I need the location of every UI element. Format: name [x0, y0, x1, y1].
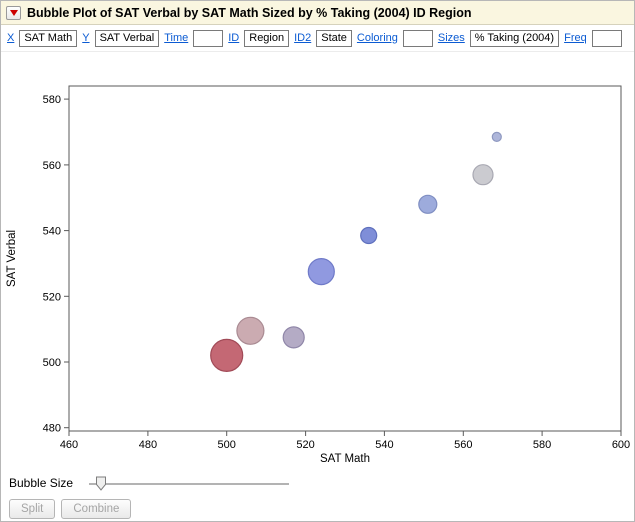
role-value-x[interactable]: SAT Math	[19, 29, 78, 47]
role-value-freq[interactable]	[591, 29, 622, 47]
role-value-y[interactable]: SAT Verbal	[94, 29, 160, 47]
x-tick-label: 520	[296, 439, 314, 451]
x-tick-label: 480	[139, 439, 157, 451]
x-tick-label: 560	[454, 439, 472, 451]
report-title: Bubble Plot of SAT Verbal by SAT Math Si…	[27, 5, 472, 20]
y-tick-label: 580	[43, 94, 61, 106]
bubble[interactable]	[210, 338, 244, 372]
role-label-freq[interactable]: Freq	[564, 32, 587, 44]
y-tick-label: 560	[43, 160, 61, 172]
role-label-time[interactable]: Time	[164, 32, 189, 44]
split-combine-row: Split Combine	[1, 497, 634, 519]
role-label-sizes[interactable]: Sizes	[437, 32, 465, 44]
bubble[interactable]	[472, 164, 494, 186]
bubble[interactable]	[307, 258, 335, 286]
role-value-coloring[interactable]	[402, 29, 433, 47]
role-assignment-bar: X SAT Math Y SAT Verbal Time ID Region ID2 State…	[1, 25, 634, 52]
bubble[interactable]	[282, 326, 305, 349]
bubble-plot-svg[interactable]: 460 480 500 520 540 560 580 600 480 500 520 540 560 5…	[1, 52, 635, 469]
y-tick-label: 500	[43, 357, 61, 369]
role-value-id[interactable]: Region	[244, 29, 290, 47]
red-triangle-icon	[9, 9, 18, 16]
bubble[interactable]	[360, 226, 378, 245]
chart-area: 460 480 500 520 540 560 580 600 480 500 520 540 560 5…	[1, 52, 634, 469]
bubble-size-label: Bubble Size	[9, 476, 74, 490]
bubble[interactable]	[236, 316, 265, 345]
y-tick-label: 520	[43, 291, 61, 303]
x-tick-label: 540	[375, 439, 393, 451]
x-tick-label: 460	[60, 439, 78, 451]
role-label-coloring[interactable]: Coloring	[356, 32, 398, 44]
role-label-x[interactable]: X	[7, 32, 15, 44]
slider-thumb[interactable]	[96, 476, 107, 491]
bubble-size-row: Bubble Size	[1, 469, 634, 497]
role-value-id2[interactable]: State	[316, 29, 352, 47]
role-label-id[interactable]: ID	[228, 32, 240, 44]
y-axis-title: SAT Verbal	[6, 230, 18, 287]
role-value-time[interactable]	[193, 29, 224, 47]
bubble[interactable]	[491, 131, 502, 143]
combine-button[interactable]: Combine	[61, 499, 132, 519]
red-triangle-menu-button[interactable]	[6, 5, 21, 20]
y-tick-label: 480	[43, 423, 61, 435]
x-axis-title: SAT Math	[320, 453, 370, 465]
x-tick-label: 500	[218, 439, 236, 451]
plot-frame	[68, 85, 622, 432]
x-tick-label: 580	[533, 439, 551, 451]
report-title-bar: Bubble Plot of SAT Verbal by SAT Math Si…	[1, 1, 634, 25]
bubble[interactable]	[418, 194, 438, 214]
role-label-id2[interactable]: ID2	[294, 32, 312, 44]
x-tick-label: 600	[612, 439, 630, 451]
split-button[interactable]: Split	[9, 499, 56, 519]
y-tick-label: 540	[43, 226, 61, 238]
role-value-sizes[interactable]: % Taking (2004)	[469, 29, 560, 47]
role-label-y[interactable]: Y	[82, 32, 90, 44]
bubble-size-slider[interactable]	[83, 475, 298, 492]
